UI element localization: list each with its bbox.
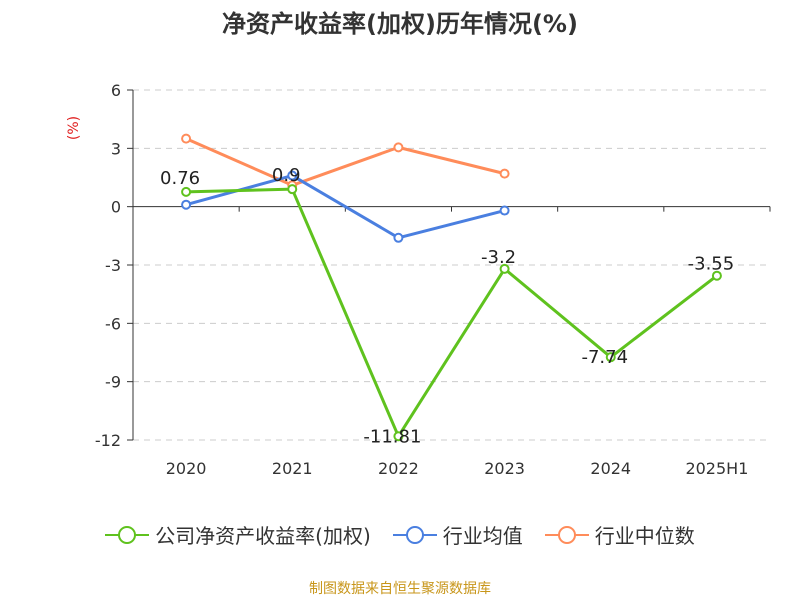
data-point-industry-avg (499, 205, 510, 216)
data-point-industry-median (499, 168, 510, 179)
y-axis-label: (%) (66, 116, 82, 140)
x-tick-label: 2024 (590, 459, 631, 478)
data-label-company: -11.81 (363, 426, 421, 447)
x-tick-label: 2021 (272, 459, 313, 478)
legend-label-company: 公司净资产收益率(加权) (155, 524, 371, 548)
data-point-industry-median (181, 133, 192, 144)
legend-item-company[interactable]: 公司净资产收益率(加权) (105, 520, 371, 549)
legend: 公司净资产收益率(加权) 行业均值 行业中位数 (0, 520, 800, 549)
data-label-company: 0.9 (272, 165, 301, 186)
data-label-company: -7.74 (581, 347, 628, 368)
legend-item-industry-median[interactable]: 行业中位数 (544, 520, 695, 549)
legend-swatch-industry-median-icon (544, 525, 589, 545)
source-note: 制图数据来自恒生聚源数据库 (309, 581, 491, 597)
y-tick-label: 6 (111, 81, 121, 100)
legend-label-industry-median: 行业中位数 (594, 524, 695, 548)
data-point-company (499, 263, 510, 274)
data-label-company: -3.55 (688, 254, 735, 275)
legend-item-industry-avg[interactable]: 行业均值 (392, 520, 523, 549)
data-label-company: -3.2 (481, 247, 516, 268)
legend-swatch-industry-avg-icon (392, 525, 437, 545)
data-point-industry-median (393, 142, 404, 153)
data-point-company (393, 431, 404, 442)
x-tick-label: 2022 (378, 459, 419, 478)
data-point-company (181, 186, 192, 197)
x-tick-label: 2023 (484, 459, 525, 478)
data-point-industry-avg (287, 170, 298, 181)
x-tick-label: 2025H1 (685, 459, 748, 478)
series-line-company (186, 187, 718, 438)
data-point-company (711, 270, 722, 281)
data-point-company (605, 352, 616, 363)
data-point-industry-avg (393, 232, 404, 243)
y-tick-label: -6 (105, 314, 121, 333)
x-tick-label: 2020 (166, 459, 207, 478)
y-tick-label: 3 (111, 139, 121, 158)
y-tick-label: 0 (111, 198, 121, 217)
data-point-company (287, 184, 298, 195)
legend-swatch-company-icon (105, 525, 150, 545)
data-point-industry-avg (181, 199, 192, 210)
chart-title: 净资产收益率(加权)历年情况(%) (222, 10, 578, 38)
y-tick-label: -12 (95, 431, 121, 450)
legend-label-industry-avg: 行业均值 (442, 524, 523, 548)
data-label-company: 0.76 (160, 168, 200, 189)
y-tick-label: -3 (105, 256, 121, 275)
series-line-industry-median (185, 137, 505, 187)
y-tick-label: -9 (105, 373, 121, 392)
